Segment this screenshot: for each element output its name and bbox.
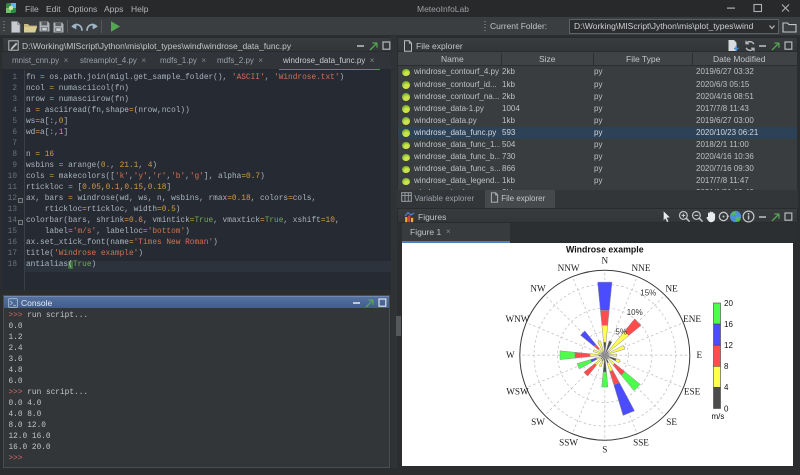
svg-text:12: 12: [724, 341, 733, 350]
svg-text:16: 16: [724, 320, 733, 329]
svg-text:4: 4: [724, 383, 729, 392]
svg-text:E: E: [696, 350, 702, 360]
svg-text:NNW: NNW: [558, 263, 580, 273]
svg-text:10%: 10%: [627, 308, 643, 317]
svg-text:Windrose example: Windrose example: [566, 245, 644, 255]
svg-text:NW: NW: [530, 283, 546, 293]
svg-text:W: W: [506, 350, 515, 360]
svg-text:5%: 5%: [615, 327, 627, 336]
svg-text:ENE: ENE: [683, 314, 701, 324]
svg-text:8: 8: [724, 362, 729, 371]
svg-text:S: S: [602, 445, 607, 455]
svg-text:ESE: ESE: [684, 386, 701, 396]
svg-text:WSW: WSW: [506, 386, 529, 396]
svg-text:SSW: SSW: [559, 438, 578, 448]
svg-text:SSE: SSE: [633, 438, 649, 448]
svg-text:N: N: [601, 256, 608, 266]
svg-text:20: 20: [724, 299, 733, 308]
svg-text:m/s: m/s: [712, 412, 725, 421]
svg-text:SW: SW: [531, 417, 545, 427]
svg-text:SE: SE: [666, 417, 677, 427]
svg-text:0: 0: [724, 404, 729, 413]
svg-text:15%: 15%: [640, 289, 656, 298]
svg-text:NE: NE: [665, 283, 678, 293]
svg-text:WNW: WNW: [506, 314, 530, 324]
svg-text:NNE: NNE: [632, 263, 651, 273]
